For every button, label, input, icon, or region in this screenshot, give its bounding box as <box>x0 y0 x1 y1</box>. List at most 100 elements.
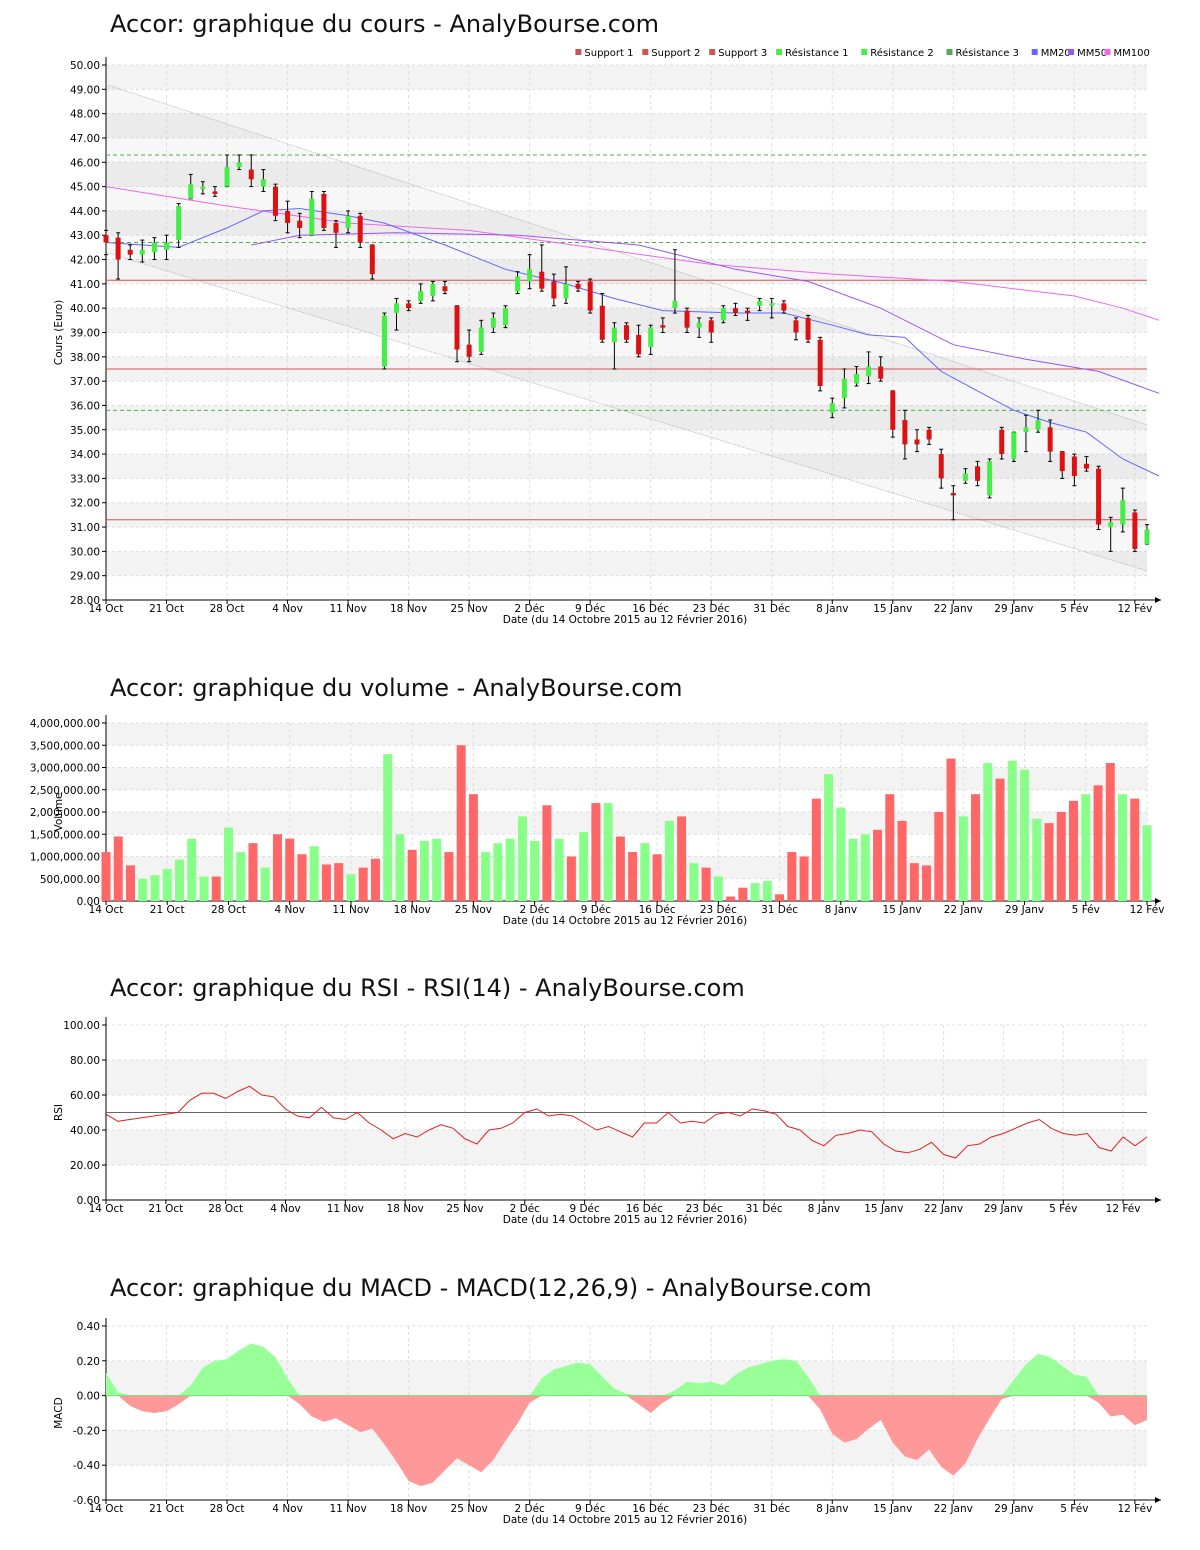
candle-body <box>793 320 799 333</box>
candle-body <box>394 303 400 314</box>
volume-bar <box>1118 794 1128 901</box>
candle-body <box>551 281 557 299</box>
y-tick-label: 42.00 <box>70 255 100 267</box>
y-tick-label: 4,000,000.00 <box>30 718 100 730</box>
candle-body <box>902 420 908 445</box>
x-tick-label: 31 Déc <box>761 904 798 916</box>
mm50-line <box>251 232 1160 394</box>
volume-bar <box>554 838 564 901</box>
x-tick-label: 14 Oct <box>89 904 124 916</box>
volume-bar <box>101 852 111 901</box>
volume-bar <box>603 803 613 901</box>
volume-bar <box>432 838 442 901</box>
x-tick-label: 21 Oct <box>148 1203 183 1215</box>
x-axis-label: Date (du 14 Octobre 2015 au 12 Février 2… <box>503 614 748 626</box>
grid-band <box>106 1060 1147 1095</box>
candle-body <box>853 373 859 384</box>
volume-bar <box>456 745 466 901</box>
candle-body <box>866 366 872 377</box>
candle-body <box>272 186 278 216</box>
rsi-panel: Accor: graphique du RSI - RSI(14) - Anal… <box>0 960 1200 1250</box>
y-axis-label: Cours (Euro) <box>53 300 65 366</box>
legend-swatch <box>642 49 649 55</box>
x-tick-label: 22 Janv <box>944 904 983 916</box>
grid-band <box>106 210 1147 236</box>
candle-body <box>285 210 291 224</box>
x-tick-label: 16 Déc <box>632 603 669 615</box>
legend-entry: Support 2 <box>651 48 700 59</box>
y-tick-label: 0.20 <box>77 1356 100 1368</box>
candle-body <box>357 215 363 243</box>
x-tick-label: 21 Oct <box>150 904 185 916</box>
x-tick-label: 28 Oct <box>211 904 246 916</box>
legend-entry: MM100 <box>1114 48 1150 59</box>
candle-body <box>442 286 448 292</box>
price-chart-title: Accor: graphique du cours - AnalyBourse.… <box>110 10 660 38</box>
volume-bar <box>689 863 699 901</box>
volume-bar <box>750 883 760 901</box>
volume-bar <box>187 838 197 901</box>
candle-body <box>224 167 230 187</box>
grid-band <box>106 767 1147 790</box>
x-tick-label: 15 Janv <box>873 1503 912 1515</box>
volume-bar <box>444 852 454 901</box>
grid-band <box>106 502 1147 528</box>
volume-bar <box>1007 760 1017 901</box>
volume-bar <box>652 854 662 901</box>
volume-bar <box>1081 794 1091 901</box>
candle-body <box>381 315 387 367</box>
y-tick-label: 3,000,000.00 <box>30 763 100 775</box>
volume-bar <box>983 763 993 901</box>
y-tick-label: 44.00 <box>70 206 100 218</box>
grid-band <box>106 113 1147 138</box>
y-tick-label: 41.00 <box>70 279 100 291</box>
candle-body <box>975 466 981 481</box>
volume-bar <box>615 836 625 901</box>
volume-bar <box>946 758 956 901</box>
x-axis-arrow <box>1155 1197 1161 1203</box>
volume-bar <box>1044 823 1054 901</box>
x-tick-label: 25 Nov <box>455 904 492 916</box>
volume-bar <box>566 856 576 901</box>
volume-bar <box>909 863 919 901</box>
grid-band <box>106 551 1147 576</box>
x-tick-label: 31 Déc <box>746 1203 783 1215</box>
mm20-line <box>105 207 1160 477</box>
candle-body <box>878 366 884 379</box>
candle-body <box>563 283 569 299</box>
volume-bar <box>162 868 172 901</box>
x-tick-label: 15 Janv <box>864 1203 903 1215</box>
x-tick-label: 5 Fév <box>1060 603 1088 615</box>
candle-body <box>999 429 1005 455</box>
volume-bar <box>1056 812 1066 901</box>
candle-body <box>333 223 339 233</box>
y-tick-label: 33.00 <box>70 473 100 485</box>
candle-body <box>1120 500 1126 525</box>
y-tick-label: 100.00 <box>63 1020 100 1032</box>
x-tick-label: 22 Janv <box>924 1203 963 1215</box>
volume-bar <box>701 867 711 901</box>
candle-body <box>212 191 218 194</box>
x-axis-label: Date (du 14 Octobre 2015 au 12 Février 2… <box>503 1514 748 1526</box>
candle-body <box>817 339 823 386</box>
x-tick-label: 14 Oct <box>89 603 124 615</box>
x-tick-label: 5 Fév <box>1072 904 1100 916</box>
volume-bar <box>370 858 380 901</box>
x-tick-label: 28 Oct <box>210 603 245 615</box>
candle-body <box>430 283 436 297</box>
candle-body <box>575 283 581 289</box>
y-tick-label: 60.00 <box>70 1090 100 1102</box>
volume-bar <box>811 798 821 901</box>
candle-body <box>539 271 545 289</box>
volume-bar <box>150 875 160 901</box>
candle-body <box>1047 427 1053 452</box>
volume-bar <box>125 865 135 901</box>
y-tick-label: 39.00 <box>70 328 100 340</box>
x-tick-label: 25 Nov <box>451 1503 488 1515</box>
mm100-line <box>105 186 1160 321</box>
y-tick-label: 37.00 <box>70 376 100 388</box>
candle-body <box>745 310 751 314</box>
y-tick-label: 43.00 <box>70 230 100 242</box>
candle-body <box>188 184 194 199</box>
volume-bar <box>824 774 834 901</box>
